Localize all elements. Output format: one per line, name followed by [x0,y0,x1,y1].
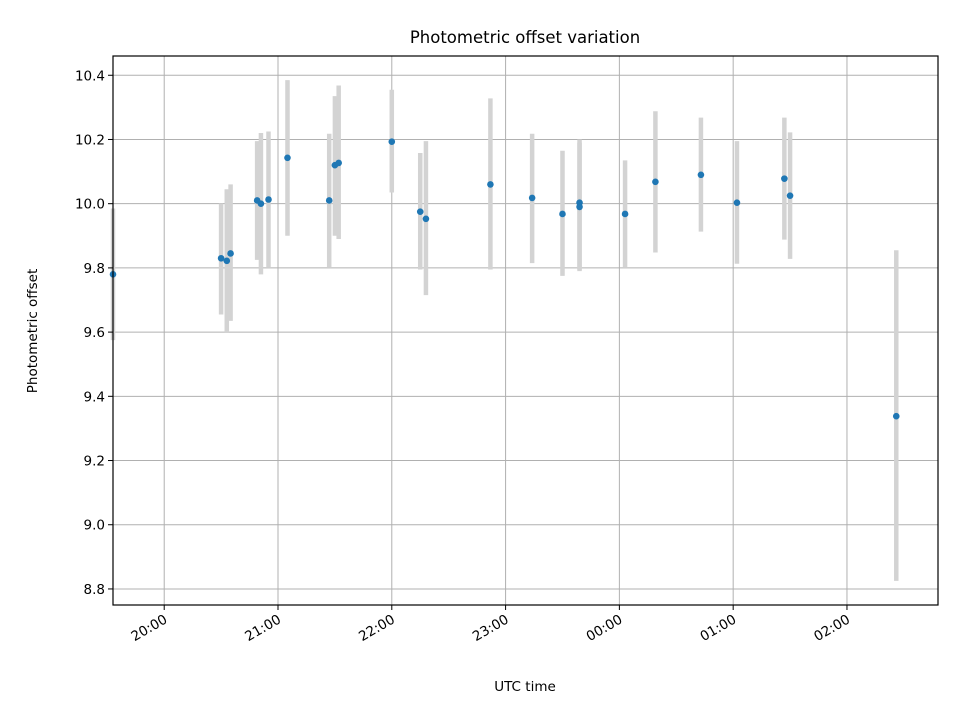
data-point [697,171,705,179]
data-point [487,181,494,188]
data-point [786,192,794,199]
data-point [335,159,342,167]
y-tick-label: 9.0 [84,518,105,534]
data-point [265,196,272,203]
grid [113,56,938,605]
y-tick-label: 10.2 [75,132,105,148]
data-point [257,200,265,207]
plot-frame [112,55,939,606]
data-point [733,199,741,207]
data-point [528,194,536,202]
data-point [576,203,583,211]
data-point [422,215,430,223]
y-axis-ticks: 8.8 9.0 9.2 9.4 9.6 9.8 10.0 10.2 10.4 [75,68,113,598]
data-point [652,178,659,186]
y-tick-label: 9.6 [84,325,105,341]
data-point [416,208,424,216]
y-tick-label: 10.4 [75,68,105,84]
data-point [217,254,225,262]
chart-title: Photometric offset variation [410,28,640,47]
data-point [621,210,629,218]
data-point [325,197,333,204]
y-tick-label: 9.4 [84,389,105,405]
data-point [227,250,234,257]
y-tick-label: 9.2 [84,454,105,470]
data-point [559,210,566,218]
x-axis-label: UTC time [494,679,556,695]
data-point [781,175,788,182]
data-point [388,138,396,146]
data-point [284,154,291,162]
y-axis-label: Photometric offset [25,269,41,393]
y-tick-label: 8.8 [84,582,105,598]
y-tick-label: 9.8 [84,261,105,277]
data-point [223,257,231,265]
data-points [109,138,900,420]
y-tick-label: 10.0 [75,197,105,213]
data-point [892,412,900,420]
